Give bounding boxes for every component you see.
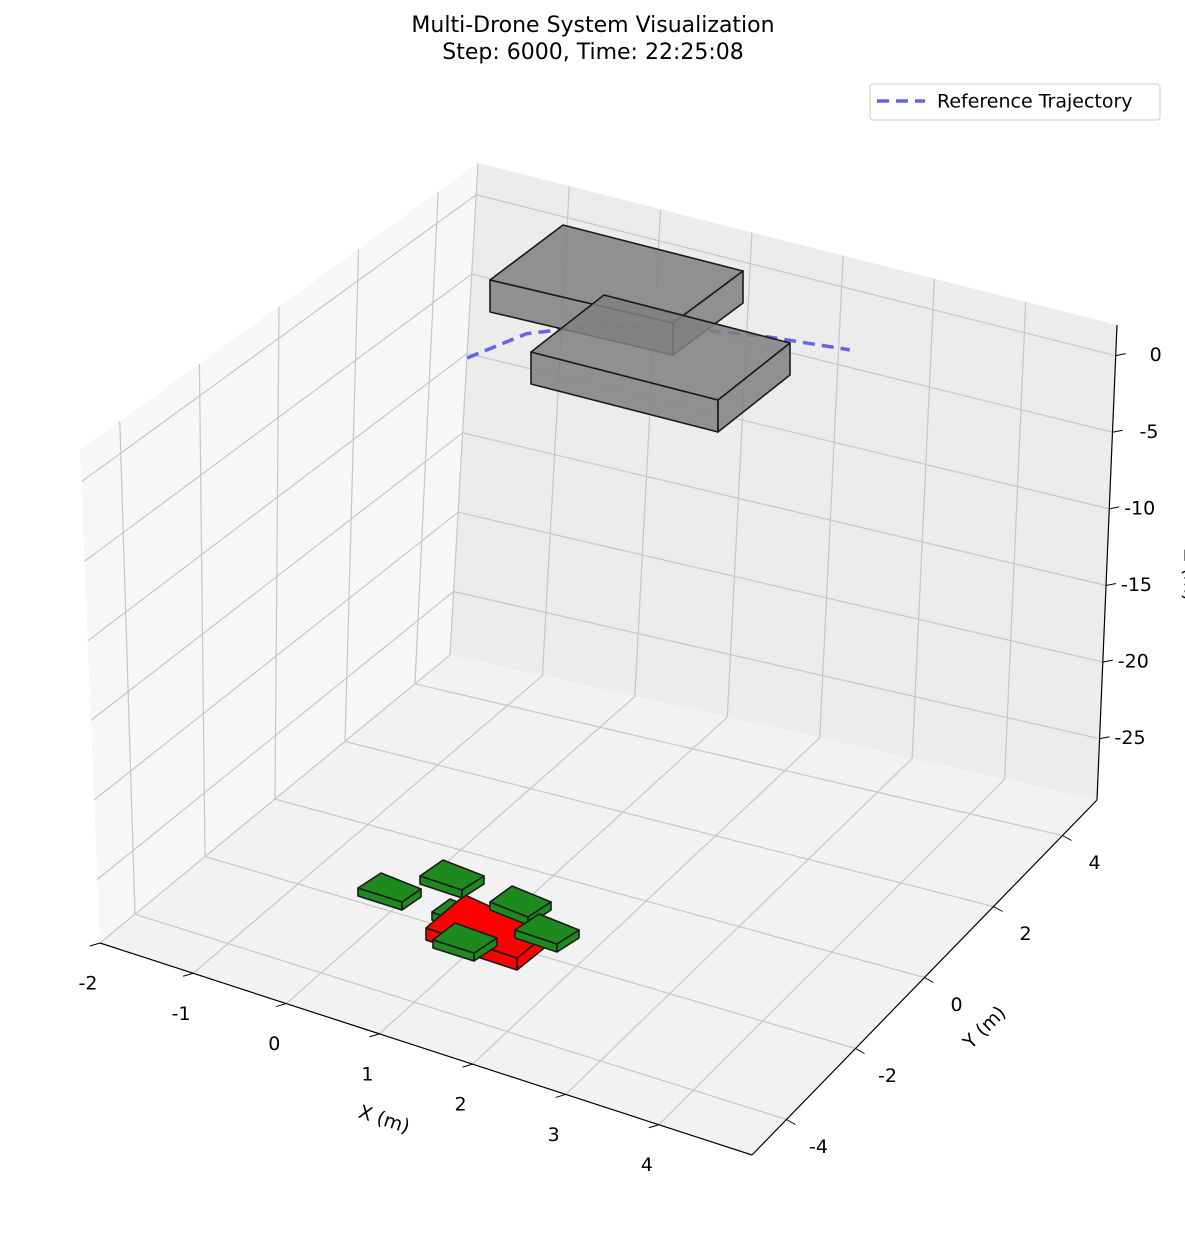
tick-mark [182,972,194,977]
tick-mark [786,1119,796,1125]
legend-label: Reference Trajectory [937,91,1133,113]
scene-objects [357,224,791,971]
grid-line [819,255,844,738]
x-tick-label: 3 [548,1124,560,1146]
pane-left [80,163,478,943]
tick-mark [1062,835,1072,841]
x-tick-label: -1 [172,1003,191,1025]
grid-line [97,591,454,880]
y-tick-label: 4 [1088,852,1100,874]
tick-mark [89,942,101,947]
z-tick-label: 0 [1150,344,1162,366]
x-tick-label: 4 [641,1154,653,1176]
legend: Reference Trajectory [869,83,1161,121]
grid-line [911,278,936,759]
tick-mark [1115,353,1126,357]
rotor-top [419,859,485,891]
tick-mark [462,1063,473,1068]
x-tick-label: -2 [79,973,98,995]
grid-line [414,683,1063,837]
z-tick-label: -20 [1118,651,1149,673]
grid-line [453,590,1100,740]
tick-mark [1102,659,1113,663]
z-tick-label: -5 [1140,421,1159,443]
z-axis [1096,324,1118,801]
tick-mark [276,1003,287,1008]
y-axis-label: Y (m) [958,1002,1010,1054]
grid-line [90,432,464,721]
rotor-top [432,922,498,954]
grid-line [274,306,280,800]
tick-mark [924,977,934,983]
y-axis [751,799,1098,1156]
x-tick-label: 2 [455,1094,467,1116]
y-tick-label: 2 [1019,923,1031,945]
tick-mark [369,1033,380,1038]
z-tick-label: -15 [1121,574,1152,596]
z-tick-label: -10 [1124,497,1155,519]
chart-subtitle: Step: 6000, Time: 22:25:08 [442,40,744,65]
grid-line [457,511,1103,663]
x-tick-label: 1 [361,1063,373,1085]
tick-mark [555,1093,566,1098]
chart-title: Multi-Drone System Visualization [411,13,774,38]
tick-mark [993,906,1003,912]
x-axis-label: X (m) [356,1101,413,1138]
x-axis [99,942,753,1156]
grid-line [344,740,994,908]
tick-mark [1112,429,1123,433]
grid-line [80,194,477,483]
grid [80,162,1116,1126]
panes [80,163,1117,1155]
grid-line [462,432,1107,587]
rotor-top [514,913,580,945]
z-tick-label: -25 [1115,727,1146,749]
grid-line [344,249,360,742]
grid-line [274,798,925,979]
legend-box [869,83,1161,121]
grid-line [726,232,753,718]
rotor-top [489,885,552,918]
grid-line [87,352,468,642]
y-tick-label: -4 [809,1136,828,1158]
y-tick-label: 0 [950,994,962,1016]
y-tick-label: -2 [878,1065,897,1087]
grid-line [134,913,787,1121]
z-axis-label: Z (m) [1180,549,1185,601]
grid-line [1003,301,1027,780]
x-tick-label: 0 [268,1033,280,1055]
grid-line [198,363,206,857]
grid-line [476,194,1116,357]
rotor-top [357,872,422,903]
obstacle-top [530,294,791,401]
grid-line [84,273,473,562]
grid-line [449,162,479,656]
grid-line [93,511,459,801]
tick-mark [1105,582,1117,586]
tick-mark [1099,736,1110,740]
tick-mark [648,1124,660,1129]
grid-line [414,191,439,684]
tick-mark [1109,506,1120,510]
grid-line [119,421,136,915]
tick-mark [855,1048,865,1054]
pane-floor [100,655,1097,1155]
